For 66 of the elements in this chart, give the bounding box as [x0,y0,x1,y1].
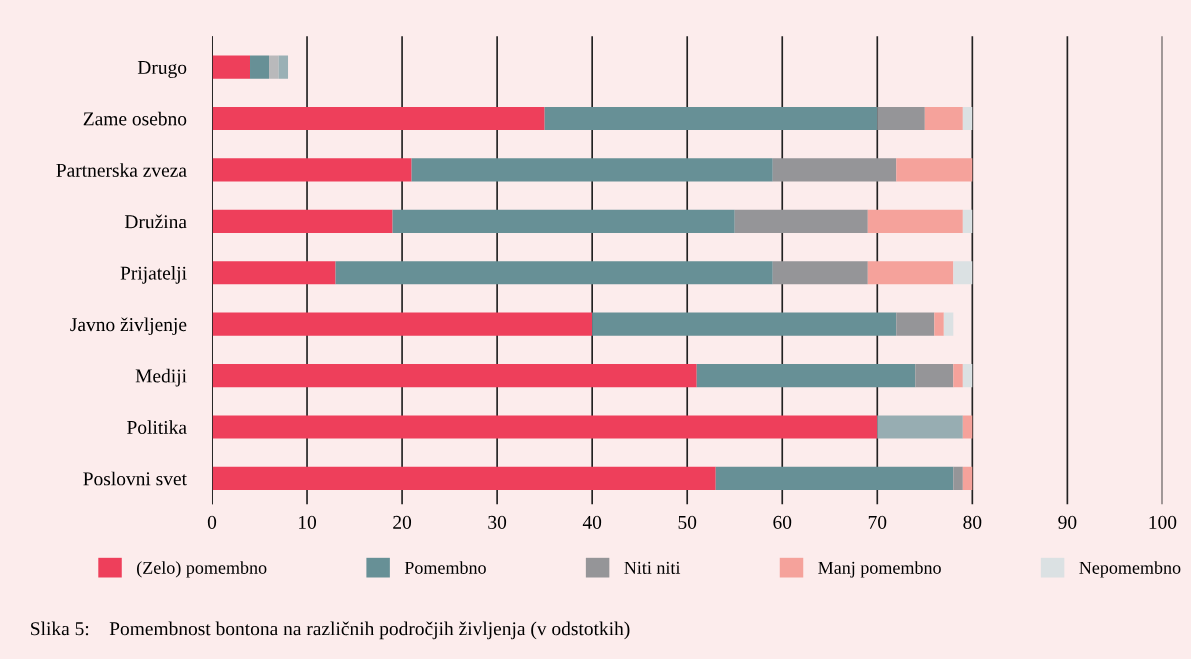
bar [953,261,973,285]
bar [962,466,973,490]
legend-label: Niti niti [624,561,681,574]
x-tick-label: 30 [488,515,507,529]
y-tick-label: Prijatelji [120,266,187,284]
bar [250,55,270,79]
bar [335,261,773,285]
bar [867,261,954,285]
bar [212,466,716,490]
legend-label: Nepomembno [1079,561,1181,578]
bar [269,55,279,79]
bar [212,209,393,233]
y-tick-label: Družina [124,214,187,229]
legend-label: Manj pomembno [818,561,941,578]
bar [962,415,973,439]
y-tick-label: Zame osebno [83,111,187,126]
bar [592,312,897,336]
x-tick-label: 40 [582,515,602,529]
bar [212,415,878,439]
bar [696,364,916,388]
bar [772,261,868,285]
legend-label: Pomembno [404,561,486,574]
bar [544,106,878,131]
legend-label: (Zelo) pomembno [137,561,267,578]
bar [915,364,954,388]
y-tick-label: Mediji [135,368,187,387]
bar [715,466,954,490]
bar [877,415,963,439]
y-tick-label: Poslovni svet [83,471,187,486]
bar [962,364,973,388]
x-tick-label: 100 [1149,515,1177,529]
bar [896,312,935,336]
bar [924,106,963,131]
bar [734,209,868,233]
bar [896,158,973,182]
bar [212,312,593,336]
bar [962,106,973,131]
bar [212,55,251,79]
x-tick-label: 50 [678,515,697,529]
bar [212,364,697,388]
bar [411,158,773,182]
bar [953,466,963,490]
x-tick-label: 0 [207,515,217,529]
x-tick-label: 80 [963,515,982,529]
bar [212,261,336,285]
bar [962,209,973,233]
bar [877,106,925,131]
bar [392,209,735,233]
y-tick-label: Javno življenje [70,317,187,336]
bar [212,106,545,131]
y-tick-label: Drugo [137,61,187,79]
text: Slika 5: Pomembnost bontona na različnih področjih življenja (v odstotkih) [31,621,630,640]
bar [953,364,963,388]
x-tick-label: 10 [299,515,317,529]
y-tick-label: Politika [127,420,187,434]
x-tick-label: 90 [1058,515,1077,529]
x-tick-label: 70 [868,515,887,529]
bar [867,209,963,233]
bar [772,158,897,182]
x-tick-label: 60 [773,515,792,529]
bar [212,158,412,182]
bar [278,55,289,79]
bar [934,312,944,336]
bar [943,312,954,336]
y-tick-label: Partnerska zveza [56,163,187,177]
x-tick-label: 20 [393,515,412,529]
